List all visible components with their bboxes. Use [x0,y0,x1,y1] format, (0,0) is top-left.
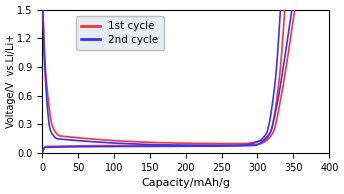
X-axis label: Capacity/mAh/g: Capacity/mAh/g [141,178,230,188]
Legend: 1st cycle, 2nd cycle: 1st cycle, 2nd cycle [76,16,164,50]
Y-axis label: Voltage/V  vs.Li/Li+: Voltage/V vs.Li/Li+ [6,34,15,128]
